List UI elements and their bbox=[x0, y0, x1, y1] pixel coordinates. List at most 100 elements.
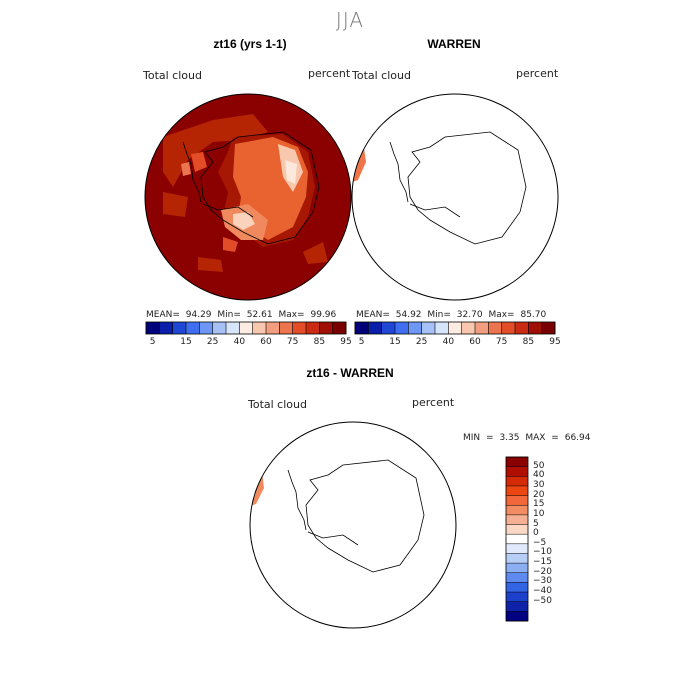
colorbar-tick-label: −5 bbox=[533, 537, 547, 548]
colorbar-swatch bbox=[506, 495, 528, 506]
colorbar-swatch bbox=[506, 592, 528, 603]
colorbar-swatch bbox=[368, 322, 382, 334]
colorbar-swatch bbox=[146, 322, 160, 334]
colorbar-swatch bbox=[506, 543, 528, 554]
colorbar-tick-label: 50 bbox=[533, 460, 545, 471]
colorbar-swatch bbox=[506, 582, 528, 593]
max-label: MAX = bbox=[525, 433, 559, 443]
colorbar-swatch bbox=[212, 322, 227, 334]
max-value: 99.96 bbox=[310, 310, 337, 320]
colorbar-swatch bbox=[395, 322, 409, 334]
panel-3-colorbar bbox=[505, 456, 529, 622]
min-label: MIN = bbox=[463, 433, 494, 443]
panel-2-colorbar-ticks: 5 15 25 40 60 75 85 95 bbox=[355, 337, 561, 349]
colorbar-tick-label: 60 bbox=[260, 337, 272, 347]
colorbar-tick-label: −10 bbox=[533, 547, 552, 558]
colorbar-tick-label: 25 bbox=[415, 337, 428, 347]
colorbar-tick-label: 95 bbox=[340, 337, 352, 347]
colorbar-swatch bbox=[266, 322, 280, 334]
colorbar-tick-label: 60 bbox=[469, 337, 481, 347]
min-value: 32.70 bbox=[456, 310, 483, 320]
colorbar-swatch bbox=[501, 322, 516, 334]
colorbar-swatch bbox=[186, 322, 200, 334]
colorbar-swatch bbox=[381, 322, 396, 334]
colorbar-tick-label: 95 bbox=[549, 337, 561, 347]
colorbar-swatch bbox=[226, 322, 240, 334]
colorbar-swatch bbox=[355, 322, 369, 334]
panel-1-polar-map bbox=[144, 93, 352, 301]
colorbar-frame bbox=[145, 321, 347, 335]
colorbar-swatch bbox=[506, 505, 528, 516]
colorbar-swatch bbox=[475, 322, 489, 334]
colorbar-swatch bbox=[541, 322, 556, 334]
min-label: Min= bbox=[427, 310, 451, 320]
colorbar-swatch bbox=[506, 611, 528, 622]
panel-3-polar-map bbox=[249, 421, 457, 629]
panel-1-field-label: Total cloud bbox=[143, 69, 202, 82]
colorbar-tick-label: 75 bbox=[495, 337, 508, 347]
figure-title: JJA bbox=[335, 8, 365, 32]
mean-value: 94.29 bbox=[185, 310, 212, 320]
colorbar-swatch bbox=[515, 322, 529, 334]
colorbar-tick-label: 40 bbox=[442, 337, 455, 347]
mean-value: 54.92 bbox=[395, 310, 422, 320]
colorbar-swatch bbox=[421, 322, 436, 334]
colorbar-swatch bbox=[506, 553, 528, 564]
panel-3-title: zt16 - WARREN bbox=[306, 366, 394, 380]
colorbar-tick-label: 5 bbox=[533, 518, 539, 529]
panel-2-title: WARREN bbox=[427, 37, 481, 51]
colorbar-swatch bbox=[279, 322, 293, 334]
colorbar-swatch bbox=[239, 322, 253, 334]
colorbar-tick-label: 0 bbox=[533, 528, 539, 539]
colorbar-swatch bbox=[292, 322, 307, 334]
panel-1-title: zt16 (yrs 1-1) bbox=[213, 37, 287, 51]
colorbar-swatch bbox=[506, 534, 528, 545]
min-label: Min= bbox=[217, 310, 241, 320]
mean-label: MEAN= bbox=[146, 310, 180, 320]
colorbar-swatch bbox=[319, 322, 333, 334]
colorbar-swatch bbox=[435, 322, 449, 334]
max-label: Max= bbox=[278, 310, 305, 320]
colorbar-tick-label: −40 bbox=[533, 586, 552, 597]
colorbar-swatch bbox=[506, 457, 528, 467]
colorbar-tick-label: 15 bbox=[180, 337, 192, 347]
colorbar-swatch bbox=[506, 601, 528, 612]
panel-1-units-label: percent bbox=[308, 67, 351, 80]
panel-2-field-label: Total cloud bbox=[352, 69, 411, 82]
colorbar-swatch bbox=[159, 322, 173, 334]
colorbar-swatch bbox=[506, 466, 528, 477]
colorbar-swatch bbox=[199, 322, 213, 334]
colorbar-tick-label: 40 bbox=[533, 470, 545, 481]
min-value: 52.61 bbox=[246, 310, 273, 320]
panel-2-colorbar bbox=[354, 321, 556, 335]
colorbar-tick-label: −30 bbox=[533, 576, 552, 587]
colorbar-tick-label: −20 bbox=[533, 566, 552, 577]
panel-3-stats: MIN = 3.35 MAX = 66.94 bbox=[463, 433, 591, 443]
colorbar-tick-label: −15 bbox=[533, 557, 552, 568]
panel-2-stats: MEAN= 54.92 Min= 32.70 Max= 85.70 bbox=[356, 310, 546, 320]
colorbar-swatch bbox=[506, 524, 528, 535]
colorbar-swatch bbox=[528, 322, 542, 334]
colorbar-frame bbox=[354, 321, 556, 335]
min-value: 3.35 bbox=[499, 433, 520, 443]
mean-label: MEAN= bbox=[356, 310, 390, 320]
colorbar-tick-label: 20 bbox=[533, 489, 545, 500]
colorbar-tick-label: 25 bbox=[206, 337, 219, 347]
max-label: Max= bbox=[488, 310, 515, 320]
max-value: 66.94 bbox=[564, 433, 591, 443]
panel-3-field-label: Total cloud bbox=[248, 398, 307, 411]
colorbar-tick-label: −50 bbox=[533, 595, 552, 606]
colorbar-tick-label: 10 bbox=[533, 508, 545, 519]
colorbar-swatch bbox=[506, 514, 528, 525]
colorbar-swatch bbox=[448, 322, 462, 334]
panel-3-colorbar-ticks: 50 40 30 20 15 10 5 0 −5 −10 −15 −20 −30 −40 −50 bbox=[533, 457, 573, 621]
colorbar-tick-label: 15 bbox=[389, 337, 401, 347]
colorbar-swatch bbox=[506, 485, 528, 496]
colorbar-swatch bbox=[506, 563, 528, 574]
panel-2-units-label: percent bbox=[516, 67, 559, 80]
colorbar-tick-label: 85 bbox=[313, 337, 326, 347]
colorbar-swatch bbox=[306, 322, 320, 334]
colorbar-tick-label: 5 bbox=[358, 337, 365, 347]
colorbar-swatch bbox=[461, 322, 476, 334]
panel-3-units-label: percent bbox=[412, 396, 455, 409]
